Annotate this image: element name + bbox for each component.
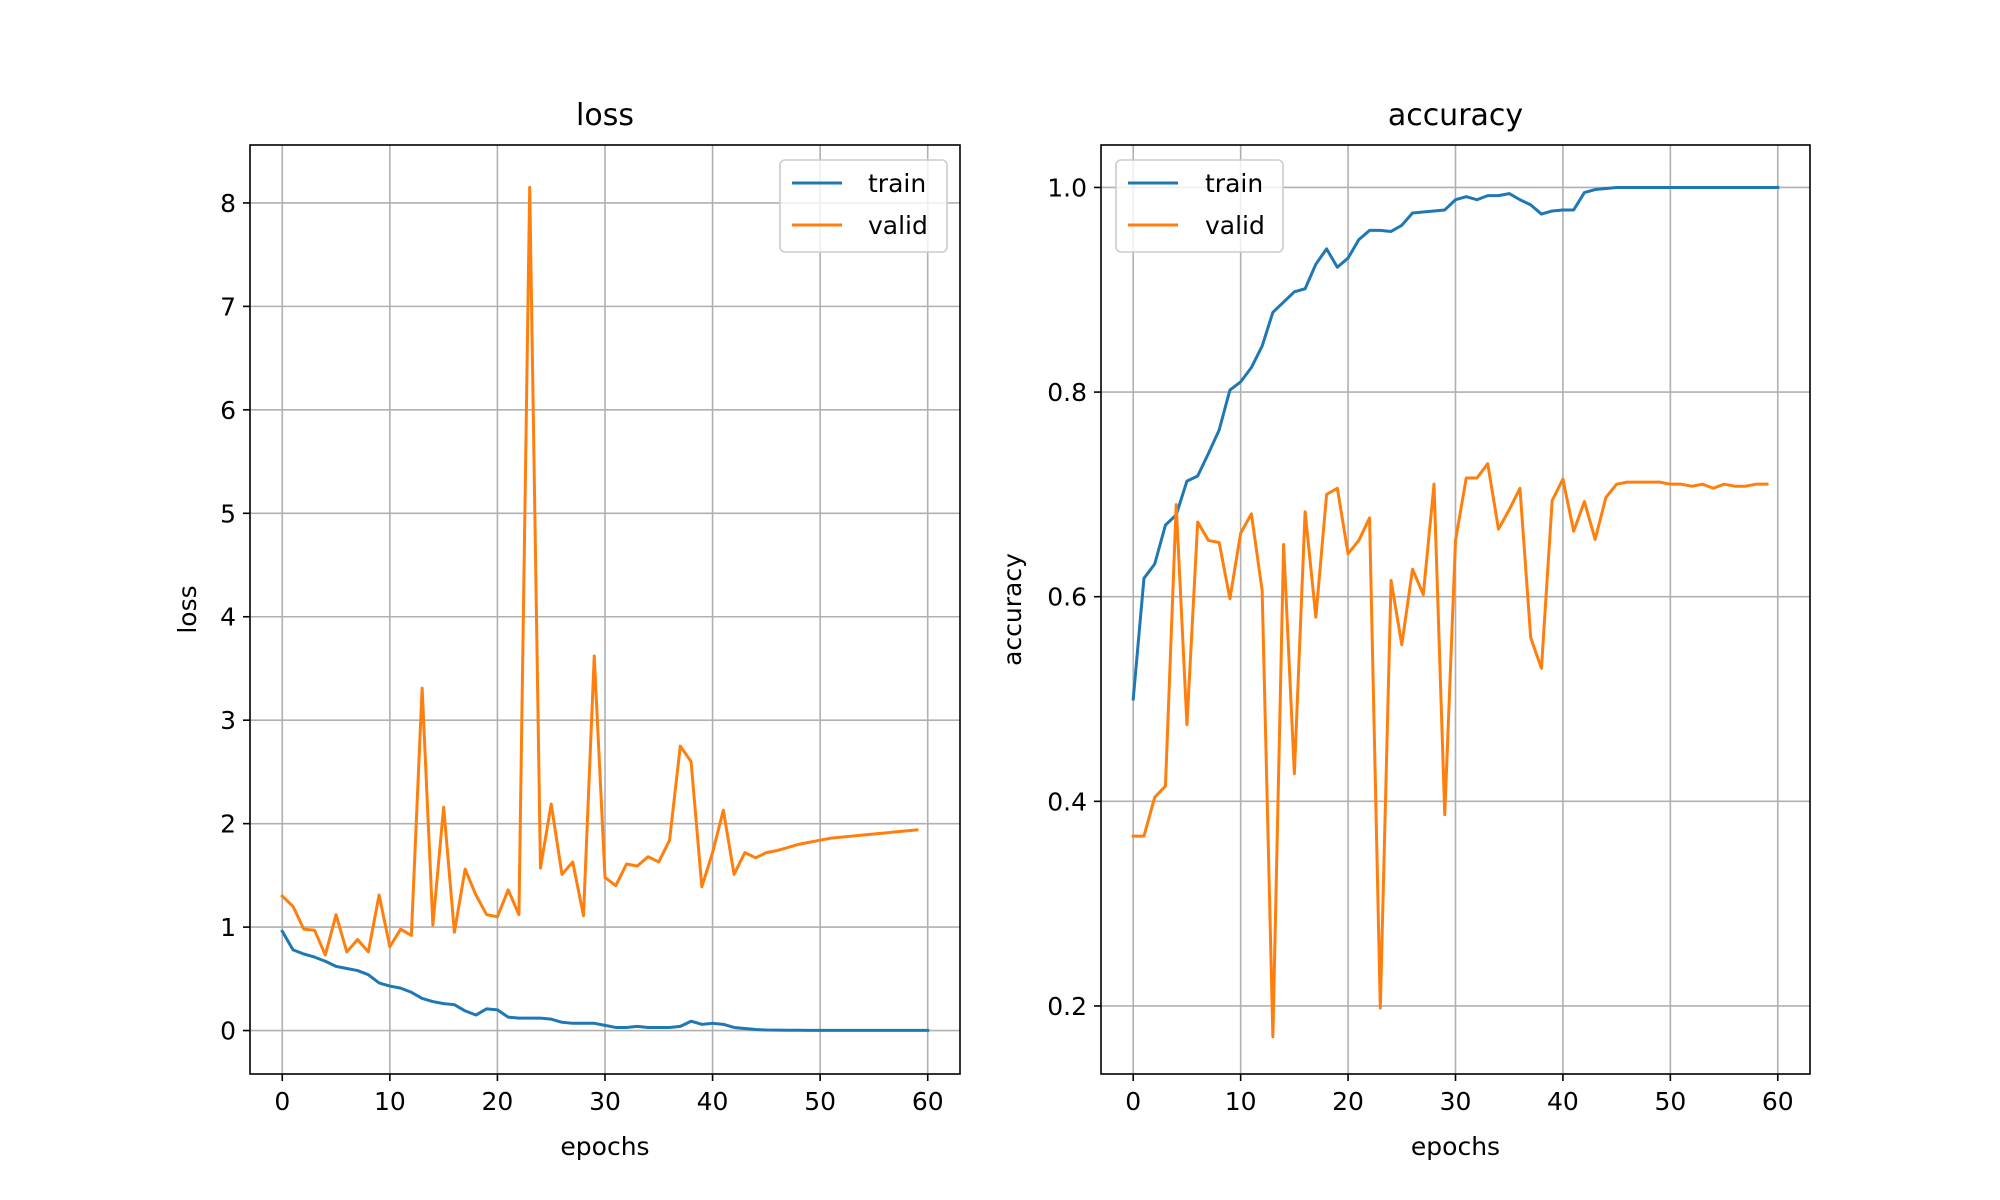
accuracy-y-axis-label: accuracy [998, 553, 1027, 666]
accuracy-x-tick-label: 0 [1125, 1087, 1141, 1116]
accuracy-x-tick-label: 20 [1332, 1087, 1364, 1116]
accuracy-chart: 0 10 20 30 40 50 60 0.2 0.4 0.6 0.8 1.0 accuracy ep… [998, 98, 1811, 1161]
loss-series-line-train [280, 929, 930, 1032]
loss-series-lines [280, 185, 930, 1032]
accuracy-x-tick-label: 50 [1654, 1087, 1686, 1116]
accuracy-y-tick-label: 0.6 [1047, 583, 1087, 612]
loss-y-tick-label: 4 [220, 603, 236, 632]
loss-gridlines [250, 145, 960, 1074]
loss-series-line-valid [280, 185, 919, 957]
accuracy-series-lines [1131, 185, 1780, 1039]
accuracy-x-tick-label: 60 [1762, 1087, 1794, 1116]
loss-legend-label-valid: valid [868, 211, 928, 240]
accuracy-legend-label-valid: valid [1205, 211, 1265, 240]
loss-x-tick-label: 0 [274, 1087, 290, 1116]
accuracy-x-tick-label: 10 [1225, 1087, 1257, 1116]
loss-legend: train valid [779, 159, 948, 253]
loss-x-tick-label: 30 [589, 1087, 621, 1116]
loss-x-tick-label: 40 [697, 1087, 729, 1116]
accuracy-y-tick-label: 0.8 [1047, 378, 1087, 407]
accuracy-y-tick-label: 1.0 [1047, 173, 1087, 202]
accuracy-ticks: 0 10 20 30 40 50 60 0.2 0.4 0.6 0.8 1.0 [1047, 173, 1793, 1116]
loss-y-axis-label: loss [173, 585, 202, 633]
loss-y-tick-label: 1 [220, 913, 236, 942]
accuracy-y-tick-label: 0.4 [1047, 787, 1087, 816]
accuracy-series-line-valid [1131, 462, 1769, 1039]
loss-chart-title: loss [576, 98, 634, 133]
loss-y-tick-label: 6 [220, 396, 236, 425]
accuracy-chart-title: accuracy [1388, 98, 1523, 133]
loss-legend-label-train: train [868, 169, 926, 198]
loss-ticks: 0 10 20 30 40 50 60 0 1 2 3 4 5 6 7 8 [220, 189, 944, 1116]
loss-y-tick-label: 0 [220, 1017, 236, 1046]
loss-y-tick-label: 7 [220, 292, 236, 321]
loss-x-tick-label: 50 [804, 1087, 836, 1116]
loss-y-tick-label: 8 [220, 189, 236, 218]
accuracy-series-line-train [1131, 185, 1780, 701]
loss-y-tick-label: 5 [220, 499, 236, 528]
loss-x-tick-label: 60 [912, 1087, 944, 1116]
accuracy-x-axis-label: epochs [1411, 1132, 1500, 1161]
accuracy-legend: train valid [1115, 159, 1284, 253]
loss-x-axis-label: epochs [560, 1132, 649, 1161]
accuracy-gridlines [1101, 145, 1810, 1074]
loss-x-tick-label: 10 [374, 1087, 406, 1116]
accuracy-y-tick-label: 0.2 [1047, 992, 1087, 1021]
loss-y-tick-label: 2 [220, 810, 236, 839]
accuracy-x-tick-label: 30 [1440, 1087, 1472, 1116]
loss-y-tick-label: 3 [220, 706, 236, 735]
loss-x-tick-label: 20 [482, 1087, 514, 1116]
accuracy-legend-label-train: train [1205, 169, 1263, 198]
accuracy-x-tick-label: 40 [1547, 1087, 1579, 1116]
